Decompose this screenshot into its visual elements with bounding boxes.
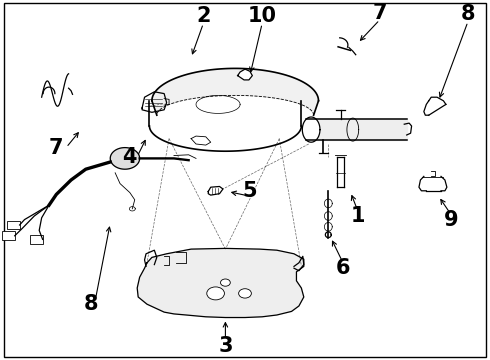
Circle shape xyxy=(239,289,251,298)
Polygon shape xyxy=(238,69,252,80)
Text: 4: 4 xyxy=(122,147,137,167)
Bar xyxy=(7,221,20,229)
Text: 6: 6 xyxy=(336,258,350,278)
Polygon shape xyxy=(152,68,318,115)
Bar xyxy=(30,235,43,244)
Polygon shape xyxy=(208,186,223,195)
Text: 5: 5 xyxy=(243,181,257,201)
Text: 10: 10 xyxy=(247,6,277,26)
Text: 8: 8 xyxy=(461,4,475,24)
Text: 8: 8 xyxy=(83,294,98,314)
Polygon shape xyxy=(302,117,320,142)
Text: 7: 7 xyxy=(49,138,64,158)
Polygon shape xyxy=(110,148,140,169)
Text: 9: 9 xyxy=(443,210,458,230)
Circle shape xyxy=(220,279,230,286)
Bar xyxy=(2,231,15,240)
Text: 7: 7 xyxy=(372,3,387,23)
Circle shape xyxy=(207,287,224,300)
Text: 2: 2 xyxy=(196,6,211,26)
Polygon shape xyxy=(142,92,167,112)
Text: 3: 3 xyxy=(218,336,233,356)
Polygon shape xyxy=(137,248,304,318)
Text: 1: 1 xyxy=(350,206,365,226)
